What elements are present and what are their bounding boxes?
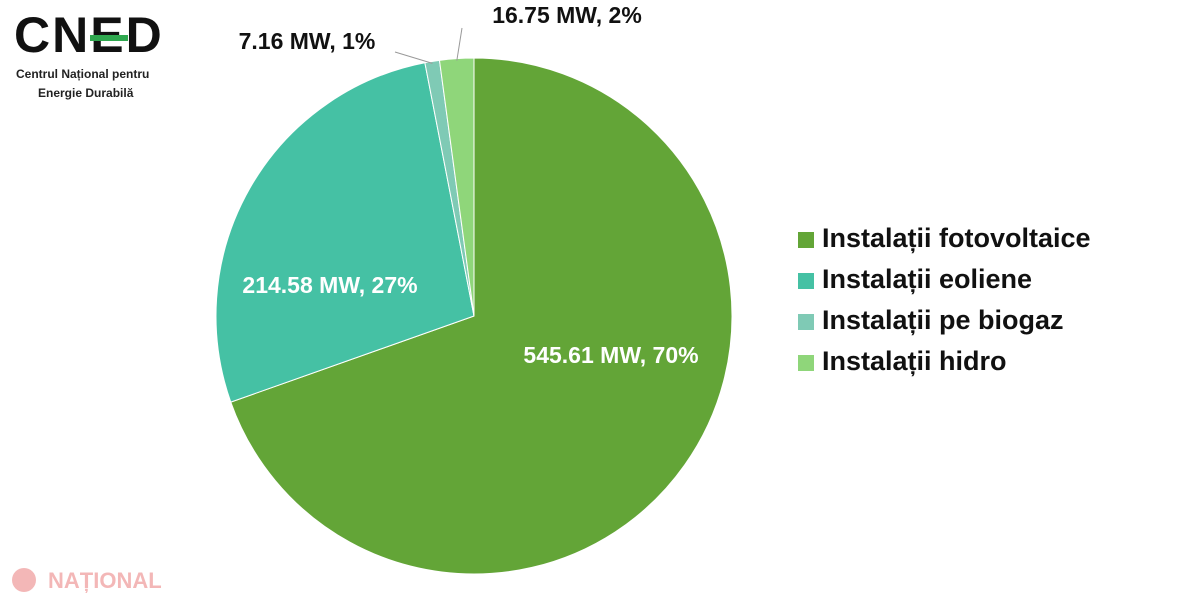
legend-swatch <box>798 355 814 371</box>
logo-accent <box>90 35 128 41</box>
leader-line <box>394 51 433 64</box>
leader-line <box>456 27 463 61</box>
logo-name: CNED <box>14 7 164 63</box>
legend-label: Instalații fotovoltaice <box>822 223 1091 253</box>
data-label: 7.16 MW, 1% <box>239 28 376 54</box>
pie-slice <box>230 57 733 575</box>
logo: CNED Centrul Național pentru Energie Dur… <box>14 7 164 100</box>
pie-slice <box>215 62 475 403</box>
data-label: 545.61 MW, 70% <box>523 342 698 368</box>
logo-line: Energie Durabilă <box>38 86 134 100</box>
data-label: 214.58 MW, 27% <box>242 272 417 298</box>
legend-label: Instalații hidro <box>822 346 1007 376</box>
watermark-icon <box>12 568 36 592</box>
legend-label: Instalații eoliene <box>822 264 1032 294</box>
watermark: NAȚIONAL <box>12 568 162 593</box>
legend-swatch <box>798 314 814 330</box>
legend-label: Instalații pe biogaz <box>822 305 1064 335</box>
legend-swatch <box>798 273 814 289</box>
watermark-text: NAȚIONAL <box>48 568 162 593</box>
data-label: 16.75 MW, 2% <box>492 2 642 28</box>
legend-swatch <box>798 232 814 248</box>
logo-line: Centrul Național pentru <box>16 67 149 81</box>
